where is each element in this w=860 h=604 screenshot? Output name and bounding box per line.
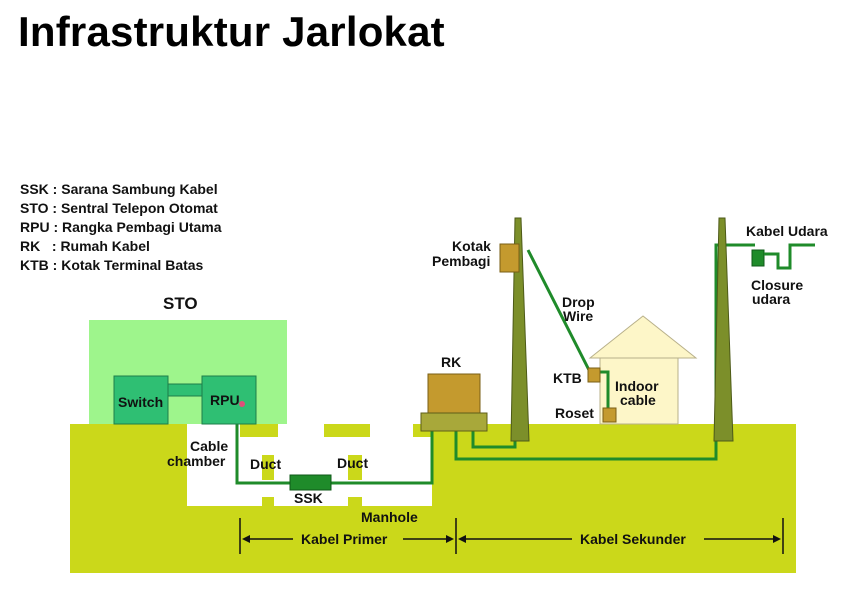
ktb-label: KTB	[553, 370, 582, 386]
arrowhead-icon	[242, 535, 250, 543]
dimension-markers	[239, 518, 784, 554]
kabel-udara-line	[764, 243, 815, 270]
closure-udara-label-1: Closure	[751, 277, 803, 293]
cable-primer-right	[331, 424, 434, 485]
legend-ktb: KTB : Kotak Terminal Batas	[20, 257, 204, 273]
telephone-pole-right	[713, 217, 734, 442]
switch-label: Switch	[118, 394, 163, 410]
kotak-pembagi-box[interactable]	[499, 243, 520, 273]
roset-label: Roset	[555, 405, 594, 421]
ktb-box[interactable]	[587, 367, 601, 383]
legend-rk: RK : Rumah Kabel	[20, 238, 150, 254]
kabel-sekunder-label: Kabel Sekunder	[580, 531, 686, 547]
duct-left-label: Duct	[250, 456, 281, 472]
switch-box[interactable]	[113, 375, 169, 425]
kabel-primer-label: Kabel Primer	[301, 531, 388, 547]
sto-label: STO	[163, 294, 198, 313]
cable-primer-left	[235, 404, 290, 485]
legend-ssk: SSK : Sarana Sambung Kabel	[20, 181, 218, 197]
kabel-udara-label: Kabel Udara	[746, 223, 828, 239]
closure-udara-box[interactable]	[751, 249, 765, 267]
arrowhead-icon	[446, 535, 454, 543]
kotak-pembagi-label-2: Pembagi	[432, 253, 490, 269]
closure-udara-label-2: udara	[752, 291, 790, 307]
rk-label: RK	[441, 354, 461, 370]
chamber-pillar	[348, 455, 362, 480]
ssk-closure[interactable]	[289, 474, 332, 491]
rpu-label: RPU	[210, 392, 240, 408]
legend-sto: STO : Sentral Telepon Otomat	[20, 200, 218, 216]
indoor-cable-label-2: cable	[620, 392, 656, 408]
roset-box[interactable]	[602, 407, 617, 423]
cable-chamber-label-2: chamber	[167, 453, 226, 469]
cable-chamber-label-1: Cable	[190, 438, 228, 454]
switch-rpu-link	[165, 383, 205, 397]
kotak-pembagi-label-1: Kotak	[452, 238, 491, 254]
arrowhead-icon	[773, 535, 781, 543]
cable-chamber-manhole	[187, 424, 432, 506]
legend-rpu: RPU : Rangka Pembagi Utama	[20, 219, 222, 235]
rk-cabinet[interactable]	[427, 373, 481, 415]
ssk-label: SSK	[294, 490, 323, 506]
cable-sekunder-aerial	[454, 243, 755, 461]
indoor-cable-label-1: Indoor	[615, 378, 659, 394]
duct-right-label: Duct	[337, 455, 368, 471]
drop-wire-label-2: Wire	[563, 308, 593, 324]
cursor-dot-icon	[239, 401, 245, 407]
arrowhead-icon	[458, 535, 466, 543]
rpu-box[interactable]	[201, 375, 257, 425]
rk-base	[420, 412, 488, 432]
manhole-label: Manhole	[361, 509, 418, 525]
drop-wire-label-1: Drop	[562, 294, 595, 310]
page-title: Infrastruktur Jarlokat	[18, 8, 445, 55]
chamber-pillar	[262, 455, 274, 480]
legend: SSK : Sarana Sambung Kabel STO : Sentral…	[20, 181, 222, 273]
telephone-pole-left	[510, 217, 530, 442]
